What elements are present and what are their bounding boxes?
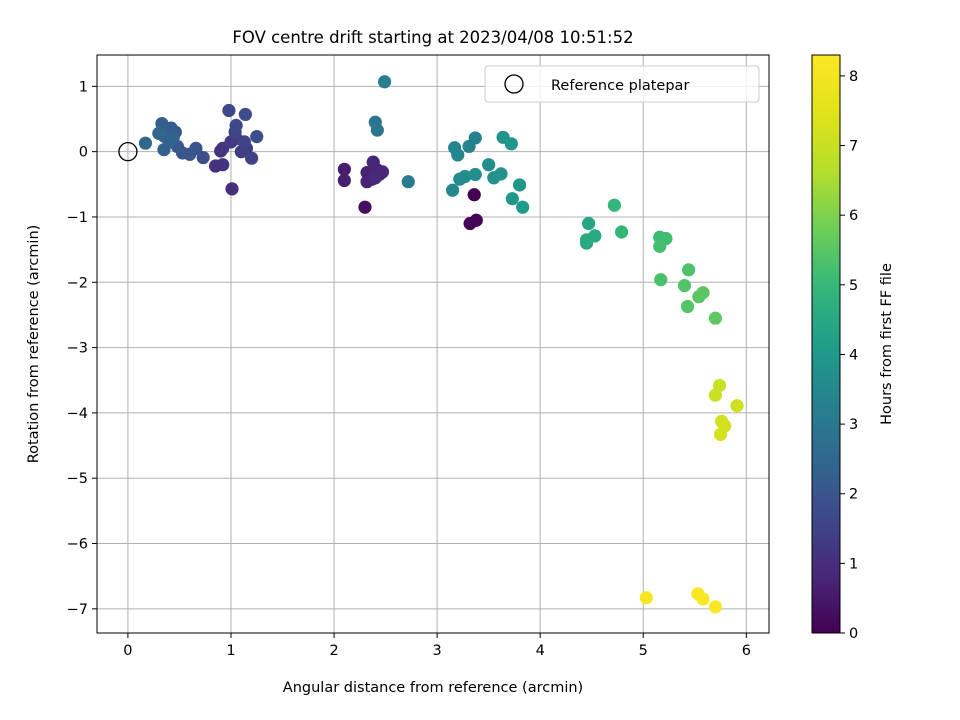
colorbar-tick-label: 5 [849, 278, 858, 294]
legend-box [484, 65, 760, 103]
y-tick-label: −2 [67, 275, 88, 291]
data-point [654, 273, 668, 287]
y-tick-label: −3 [67, 341, 88, 357]
data-point [337, 162, 351, 176]
data-point [451, 148, 465, 162]
data-point [445, 183, 460, 197]
x-tick-label: 3 [433, 643, 442, 659]
data-points [138, 75, 744, 614]
data-point [229, 118, 243, 133]
data-point [680, 299, 695, 314]
data-point [337, 173, 351, 187]
legend-label-reference-platepar: Reference platepar [551, 78, 689, 94]
colorbar-tick-label: 1 [849, 556, 858, 572]
data-point [222, 103, 236, 118]
x-tick-label: 4 [536, 643, 545, 659]
x-tick-label: 2 [329, 643, 338, 659]
data-point [138, 136, 153, 150]
data-point [516, 200, 530, 214]
y-axis-label: Rotation from reference (arcmin) [26, 225, 42, 464]
data-point [225, 182, 239, 196]
colorbar-tick-label: 6 [849, 208, 858, 224]
data-point [682, 263, 696, 277]
data-point [696, 592, 710, 606]
data-point [579, 233, 594, 247]
y-tick-label: −6 [67, 537, 88, 553]
data-point [607, 198, 621, 212]
colorbar-tick-label: 8 [849, 69, 858, 85]
data-point [582, 216, 596, 231]
data-point [166, 130, 180, 144]
data-point [377, 75, 392, 89]
data-point [505, 192, 519, 206]
data-point [677, 278, 692, 293]
data-point [713, 427, 728, 442]
colorbar-tick-label: 0 [849, 626, 858, 642]
y-tick-label: −1 [67, 210, 88, 226]
data-point [494, 167, 508, 181]
data-point [653, 239, 667, 253]
data-point [467, 188, 481, 202]
legend-reference-marker [504, 74, 524, 94]
colorbar [811, 54, 841, 634]
y-tick-label: 0 [79, 145, 88, 161]
colorbar-ticks: 0 1 2 3 4 5 6 7 8 [840, 69, 858, 642]
data-point [216, 158, 230, 172]
data-point [370, 123, 384, 137]
y-tick-label: −4 [67, 406, 88, 422]
data-point [245, 151, 259, 165]
legend: Reference platepar [484, 65, 760, 103]
grid-lines [97, 55, 769, 633]
data-point [708, 600, 723, 614]
colorbar-tick-label: 2 [849, 487, 858, 503]
data-point [615, 225, 629, 239]
data-point [696, 286, 710, 300]
data-point [458, 169, 472, 184]
data-point [238, 107, 253, 122]
data-point [462, 139, 476, 154]
data-point [358, 200, 372, 214]
data-point [708, 388, 723, 402]
reference-platepar-marker [118, 142, 138, 162]
x-axis-ticks: 0 1 2 3 4 5 6 [123, 633, 751, 659]
data-point [196, 150, 210, 165]
y-axis-ticks: 1 0 −1 −2 −3 −4 −5 −6 −7 [67, 79, 97, 618]
data-point [469, 213, 483, 227]
x-tick-label: 6 [742, 643, 751, 659]
data-point [504, 137, 518, 151]
data-point [152, 126, 166, 140]
x-tick-label: 0 [123, 643, 132, 659]
data-point [401, 175, 415, 189]
colorbar-tick-label: 3 [849, 417, 858, 433]
data-point [512, 178, 527, 192]
y-tick-label: −7 [67, 602, 88, 618]
x-tick-label: 1 [226, 643, 235, 659]
data-point [730, 399, 744, 413]
data-point [368, 171, 382, 185]
y-tick-label: −5 [67, 471, 88, 487]
colorbar-tick-label: 7 [849, 139, 858, 155]
data-point [468, 167, 482, 182]
data-point [482, 158, 496, 172]
colorbar-label: Hours from first FF file [879, 263, 895, 425]
data-point [708, 311, 723, 325]
x-tick-label: 5 [639, 643, 648, 659]
colorbar-tick-label: 4 [849, 347, 858, 363]
data-point [237, 135, 251, 149]
data-point [639, 591, 653, 605]
chart-title: FOV centre drift starting at 2023/04/08 … [232, 28, 633, 47]
x-axis-label: Angular distance from reference (arcmin) [283, 680, 583, 696]
plot-frame [96, 54, 770, 634]
y-tick-label: 1 [79, 79, 88, 95]
data-point [250, 130, 264, 144]
